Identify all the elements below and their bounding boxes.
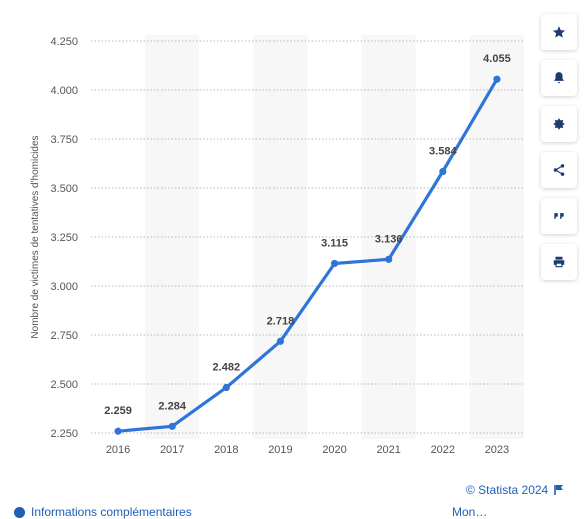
y-tick-label: 3.250 [50, 232, 78, 244]
y-tick-label: 4.250 [50, 36, 78, 48]
data-point-2018[interactable] [222, 383, 230, 392]
gear-icon [553, 118, 565, 130]
data-label-2020: 3.115 [321, 237, 348, 249]
x-tick-label: 2019 [268, 444, 292, 456]
x-tick-label: 2017 [160, 444, 184, 456]
x-tick-label: 2023 [485, 444, 509, 456]
print-button[interactable] [541, 244, 577, 280]
y-tick-label: 4.000 [50, 85, 78, 97]
data-point-2023[interactable] [493, 75, 501, 83]
y-axis-ticks: 4.250 4.000 3.750 3.500 3.250 3.000 2.750 2.500… [50, 36, 78, 440]
data-point-2019[interactable] [276, 337, 285, 345]
y-tick-label: 2.750 [50, 330, 78, 342]
y-tick-label: 2.500 [50, 379, 78, 391]
x-axis-ticks: 2016 2017 2018 2019 2020 2021 2022 2023 [106, 444, 509, 456]
data-point-2016[interactable] [114, 427, 122, 435]
star-icon [552, 26, 566, 38]
series-line [117, 78, 499, 433]
footer-right-link[interactable]: Mon… [452, 505, 488, 519]
data-point-2021[interactable] [385, 255, 393, 263]
line-chart: 4.250 4.000 3.750 3.500 3.250 3.000 2.750 2.500… [30, 35, 524, 456]
y-tick-label: 2.250 [50, 428, 78, 440]
chart-toolbar [541, 14, 579, 290]
x-tick-label: 2020 [322, 444, 346, 456]
share-button[interactable] [541, 152, 577, 188]
settings-button[interactable] [541, 106, 577, 142]
cite-button[interactable] [541, 198, 577, 234]
x-tick-label: 2021 [376, 444, 400, 456]
info-icon [14, 506, 25, 518]
data-label-2018: 2.482 [213, 362, 241, 374]
data-label-2019: 2.718 [267, 315, 295, 327]
quote-icon [554, 213, 564, 219]
data-label-2022: 3.584 [429, 146, 457, 158]
x-tick-label: 2016 [106, 444, 130, 456]
data-label-2017: 2.284 [158, 400, 186, 412]
data-point-2020[interactable] [330, 259, 339, 268]
y-tick-label: 3.000 [50, 281, 78, 293]
gridlines [91, 40, 524, 434]
more-info-link[interactable]: Informations complémentaires [14, 505, 192, 519]
more-info-text: Informations complémentaires [31, 505, 192, 519]
credit-text: © Statista 2024 [466, 483, 549, 497]
notification-button[interactable] [541, 60, 577, 96]
y-axis-label: Nombre de victimes de tentatives d'homic… [30, 135, 41, 338]
data-label-2023: 4.055 [483, 53, 511, 65]
data-label-2021: 3.136 [375, 233, 403, 245]
bell-icon [554, 72, 564, 84]
data-points [114, 75, 501, 435]
x-tick-label: 2018 [214, 444, 238, 456]
data-point-2022[interactable] [439, 167, 447, 176]
x-tick-label: 2022 [431, 444, 455, 456]
favorite-button[interactable] [541, 14, 577, 50]
data-point-2017[interactable] [168, 422, 176, 430]
statista-credit[interactable]: © Statista 2024 [466, 483, 564, 497]
flag-icon [554, 485, 564, 495]
data-label-2016: 2.259 [104, 405, 132, 417]
share-icon [553, 164, 565, 176]
y-tick-label: 3.750 [50, 134, 78, 146]
data-labels: 2.259 2.284 2.482 2.718 3.115 3.136 3.584 4.055 [104, 53, 510, 417]
y-tick-label: 3.500 [50, 183, 78, 195]
print-icon [553, 256, 565, 268]
